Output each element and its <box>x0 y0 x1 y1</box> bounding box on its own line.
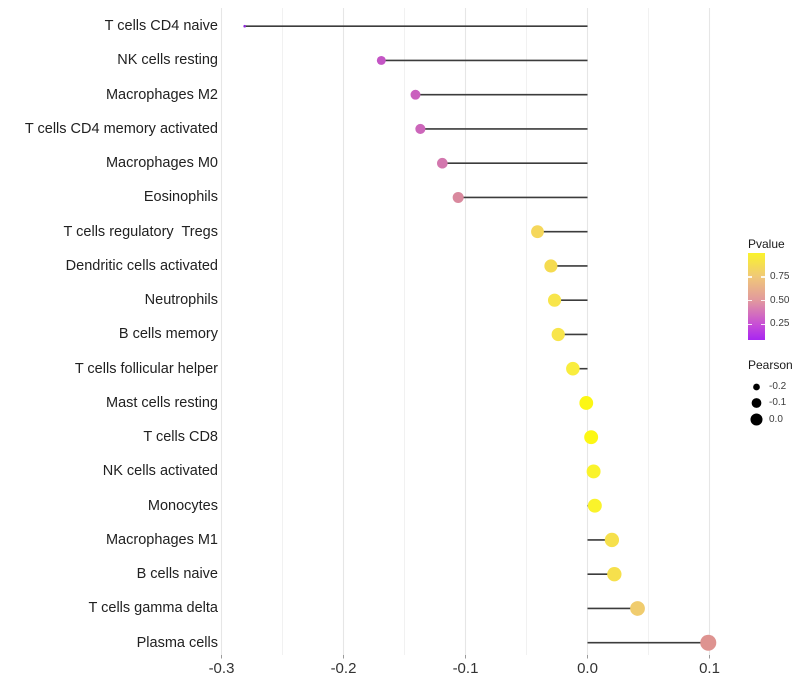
y-axis-label: T cells CD4 naive <box>104 18 218 35</box>
y-axis-label: Macrophages M0 <box>105 155 218 172</box>
x-axis-tick-label: -0.1 <box>452 660 479 677</box>
y-axis-label: NK cells activated <box>102 463 218 480</box>
data-point <box>376 55 386 65</box>
data-point <box>700 634 717 651</box>
data-point <box>531 225 544 239</box>
colorbar-tick-label: 0.25 <box>770 318 790 330</box>
pvalue-legend-title: Pvalue <box>748 237 785 251</box>
y-axis-label: T cells follicular helper <box>74 360 218 377</box>
data-point <box>547 293 562 307</box>
data-point <box>566 361 580 376</box>
x-axis-tick-label: -0.2 <box>330 660 357 677</box>
y-axis-label: T cells CD8 <box>143 429 218 446</box>
y-axis-label: NK cells resting <box>117 52 218 69</box>
pearson-size-label: 0.0 <box>769 413 783 425</box>
y-axis-label: T cells CD4 memory activated <box>24 120 218 137</box>
y-axis-label: Macrophages M2 <box>105 86 218 103</box>
y-axis-label: T cells gamma delta <box>88 600 218 617</box>
colorbar-tick-label: 0.50 <box>770 294 790 306</box>
data-point <box>410 89 421 100</box>
colorbar-tick-mark <box>761 299 765 302</box>
data-point <box>437 157 448 169</box>
colorbar-tick-mark <box>761 276 765 278</box>
colorbar-tick-mark <box>748 323 752 326</box>
x-axis-tick-label: -0.3 <box>208 660 235 677</box>
data-point <box>630 601 645 616</box>
y-axis-label: Monocytes <box>147 497 218 514</box>
pvalue-colorbar <box>748 253 765 340</box>
data-point <box>604 532 620 548</box>
colorbar-tick-label: 0.75 <box>770 270 790 282</box>
data-point <box>415 123 426 134</box>
pearson-size-dot <box>753 383 760 391</box>
pearson-size-dot <box>750 413 763 426</box>
y-axis-label: Neutrophils <box>144 292 218 309</box>
data-point <box>607 567 622 582</box>
y-axis-label: T cells regulatory Tregs <box>63 223 218 240</box>
y-axis-label: Dendritic cells activated <box>65 257 218 274</box>
pearson-size-label: -0.1 <box>769 397 787 408</box>
x-axis-tick-label: 0.0 <box>577 660 598 677</box>
x-axis-tick-label: 0.1 <box>699 660 720 677</box>
colorbar-tick-mark <box>761 323 765 326</box>
colorbar-tick-mark <box>748 276 752 278</box>
y-axis-label: Mast cells resting <box>105 394 218 411</box>
y-axis-label: Macrophages M1 <box>105 531 218 548</box>
y-axis-label: B cells memory <box>118 326 218 343</box>
y-axis-label: B cells naive <box>136 566 218 583</box>
data-point <box>243 24 246 28</box>
data-point <box>544 259 558 273</box>
y-axis-label: Eosinophils <box>143 189 218 206</box>
data-point <box>586 464 601 479</box>
pearson-size-label: -0.2 <box>769 381 787 392</box>
data-point <box>579 396 594 410</box>
data-point <box>584 430 599 445</box>
data-point <box>551 327 565 342</box>
y-axis-label: Plasma cells <box>136 634 218 651</box>
pearson-size-dot <box>751 398 762 408</box>
data-point <box>587 498 602 513</box>
colorbar-tick-mark <box>748 299 752 302</box>
pearson-legend-title: Pearson <box>748 358 793 372</box>
data-point <box>452 191 464 203</box>
